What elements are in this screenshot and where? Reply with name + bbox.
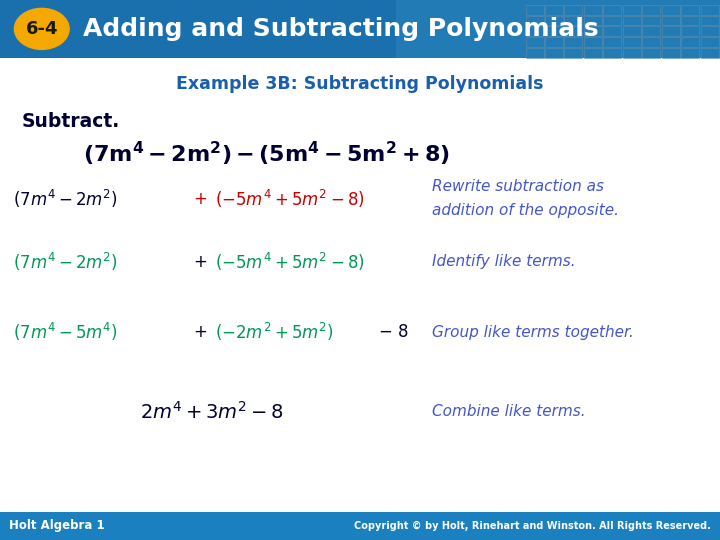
Text: Copyright © by Holt, Rinehart and Winston. All Rights Reserved.: Copyright © by Holt, Rinehart and Winsto… <box>354 521 711 531</box>
Bar <box>584 26 602 36</box>
Bar <box>662 5 680 15</box>
Bar <box>564 26 582 36</box>
Text: $+$: $+$ <box>193 253 207 271</box>
Bar <box>681 16 699 25</box>
Bar <box>623 16 641 25</box>
Bar <box>701 37 719 47</box>
Text: addition of the opposite.: addition of the opposite. <box>432 203 619 218</box>
Text: 6-4: 6-4 <box>25 20 58 38</box>
Bar <box>584 37 602 47</box>
Bar <box>564 5 582 15</box>
Bar <box>681 5 699 15</box>
Bar <box>623 48 641 58</box>
Text: $\mathbf{(7m^4 - 2m^2) - (5m^4 - 5m^2 + 8)}$: $\mathbf{(7m^4 - 2m^2) - (5m^4 - 5m^2 + … <box>83 140 449 168</box>
Text: $+$: $+$ <box>193 323 207 341</box>
Bar <box>545 37 563 47</box>
Bar <box>642 5 660 15</box>
Text: $(-2m^2 + 5m^2)$: $(-2m^2 + 5m^2)$ <box>215 321 333 343</box>
Bar <box>642 26 660 36</box>
Bar <box>545 5 563 15</box>
Bar <box>701 16 719 25</box>
Bar <box>701 5 719 15</box>
Text: Example 3B: Subtracting Polynomials: Example 3B: Subtracting Polynomials <box>176 75 544 93</box>
Text: Combine like terms.: Combine like terms. <box>432 404 585 419</box>
Bar <box>526 26 544 36</box>
Bar <box>662 37 680 47</box>
Bar <box>681 37 699 47</box>
Bar <box>545 48 563 58</box>
Text: $(7m^4 - 2m^2)$: $(7m^4 - 2m^2)$ <box>13 251 118 273</box>
Text: Subtract.: Subtract. <box>22 112 120 131</box>
Text: Adding and Subtracting Polynomials: Adding and Subtracting Polynomials <box>83 17 598 41</box>
Bar <box>662 16 680 25</box>
Bar <box>526 16 544 25</box>
Bar <box>603 5 621 15</box>
Bar <box>642 48 660 58</box>
Bar <box>526 48 544 58</box>
Bar <box>701 26 719 36</box>
Bar <box>623 37 641 47</box>
Bar <box>584 5 602 15</box>
Bar <box>642 37 660 47</box>
Bar <box>564 37 582 47</box>
Bar <box>623 5 641 15</box>
Bar <box>603 37 621 47</box>
Bar <box>584 16 602 25</box>
Bar <box>603 16 621 25</box>
Bar <box>564 48 582 58</box>
Text: $(7m^4 - 5m^4)$: $(7m^4 - 5m^4)$ <box>13 321 118 343</box>
Text: $(-5m^4 + 5m^2 - 8)$: $(-5m^4 + 5m^2 - 8)$ <box>215 188 364 210</box>
Text: Holt Algebra 1: Holt Algebra 1 <box>9 519 104 532</box>
Text: Rewrite subtraction as: Rewrite subtraction as <box>432 179 604 194</box>
Bar <box>0 512 720 540</box>
Bar <box>564 16 582 25</box>
Bar <box>701 48 719 58</box>
Bar <box>545 16 563 25</box>
Text: Identify like terms.: Identify like terms. <box>432 254 575 269</box>
Bar <box>584 48 602 58</box>
Bar <box>526 37 544 47</box>
Circle shape <box>14 8 69 49</box>
Text: Group like terms together.: Group like terms together. <box>432 325 634 340</box>
Bar <box>603 48 621 58</box>
Bar <box>642 16 660 25</box>
Text: $2m^4 + 3m^2 - 8$: $2m^4 + 3m^2 - 8$ <box>140 401 284 422</box>
Bar <box>396 0 720 58</box>
Bar <box>0 0 720 58</box>
Bar <box>526 5 544 15</box>
Bar <box>681 48 699 58</box>
Text: $- \ 8$: $- \ 8$ <box>378 323 409 341</box>
Bar <box>545 26 563 36</box>
Text: $(7m^4 - 2m^2)$: $(7m^4 - 2m^2)$ <box>13 188 118 210</box>
Bar <box>623 26 641 36</box>
Bar <box>603 26 621 36</box>
Text: $+$: $+$ <box>193 190 207 208</box>
Text: $(-5m^4 + 5m^2 - 8)$: $(-5m^4 + 5m^2 - 8)$ <box>215 251 364 273</box>
Bar <box>662 26 680 36</box>
Bar <box>681 26 699 36</box>
Bar <box>662 48 680 58</box>
